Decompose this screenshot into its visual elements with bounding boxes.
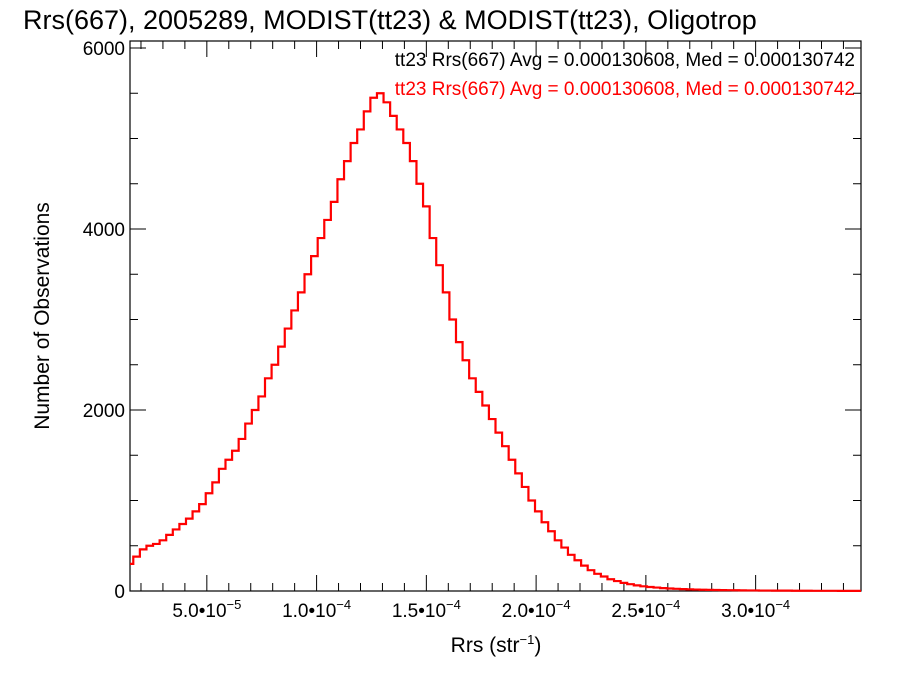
- x-axis-label: Rrs (str−1): [451, 632, 542, 657]
- series-layer: [130, 92, 861, 593]
- y-tick-label: 2000: [83, 401, 125, 422]
- y-axis-label: Number of Observations: [31, 202, 54, 430]
- y-tick-label: 0: [114, 582, 125, 603]
- x-tick-label: 5.0•10−5: [172, 597, 241, 622]
- histogram-series-line: [130, 92, 861, 593]
- x-tick-label: 3.0•10−4: [721, 597, 790, 622]
- y-tick-label: 6000: [83, 39, 125, 60]
- x-tick-label: 2.0•10−4: [502, 597, 571, 622]
- plot-frame: [129, 40, 862, 592]
- x-axis: 5.0•10−5 1.0•10−4 1.5•10−4 2.0•10−4 2.5•10−4…: [140, 41, 844, 622]
- chart-title: Rrs(667), 2005289, MODIST(tt23) & MODIST…: [23, 5, 757, 35]
- x-axis-label-close: ): [534, 634, 541, 657]
- x-tick-label: 1.0•10−4: [282, 597, 351, 622]
- y-axis: 0 2000 4000 6000: [83, 39, 861, 603]
- stat-annotation-black: tt23 Rrs(667) Avg = 0.000130608, Med = 0…: [395, 50, 855, 71]
- x-tick-label: 1.5•10−4: [392, 597, 461, 622]
- x-tick-label: 2.5•10−4: [611, 597, 680, 622]
- y-tick-label: 4000: [83, 220, 125, 241]
- x-axis-label-exponent: −1: [520, 632, 535, 647]
- stat-annotation-red: tt23 Rrs(667) Avg = 0.000130608, Med = 0…: [395, 79, 855, 100]
- x-axis-label-base: Rrs (str: [451, 634, 520, 657]
